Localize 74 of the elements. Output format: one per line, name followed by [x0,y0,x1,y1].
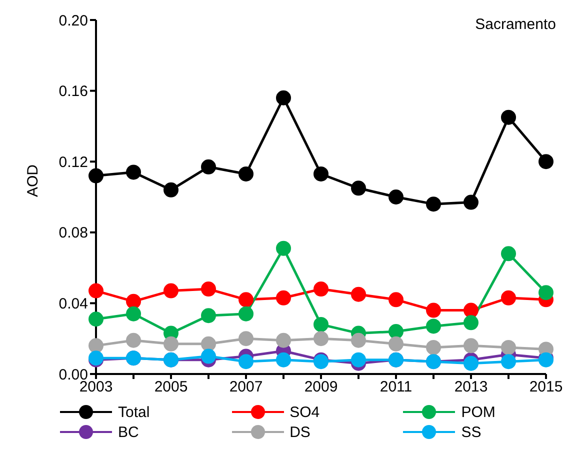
point [201,336,216,352]
chart-title: Sacramento [475,16,556,33]
point [388,190,404,204]
x-tick-label: 2007 [229,378,263,396]
y-tick-label: 0.08 [58,224,88,242]
y-tick-label: 0.16 [58,83,88,100]
point [426,318,441,334]
point [276,352,291,368]
point [501,290,516,306]
point [164,283,178,298]
point [314,316,328,332]
point [238,306,254,322]
point [314,166,328,182]
point [276,332,291,348]
point [426,302,441,318]
point [351,180,366,196]
x-tick-label: 2011 [380,378,412,396]
point [201,348,216,364]
point [388,292,404,308]
x-tick-label: 2013 [454,378,488,396]
point [501,246,516,262]
point [388,324,404,340]
point [426,340,441,355]
legend-label: BC [118,424,139,440]
point [126,332,141,348]
y-axis-title: AOD [24,164,42,197]
legend-label: POM [461,404,496,420]
point [88,283,104,298]
point [201,308,216,324]
point [126,306,141,322]
y-tick-label: 0.20 [58,12,88,30]
legend-label: Total [118,404,150,420]
point [201,282,216,297]
point [238,331,254,346]
point [464,194,478,210]
point [88,338,104,354]
x-tick-label: 2015 [529,378,563,396]
point [538,154,554,170]
y-tick-label: 0.04 [58,296,88,313]
point [426,196,441,212]
x-tick-label: 2003 [79,378,113,396]
point [238,166,254,182]
point [351,352,366,368]
x-tick-label: 2009 [304,378,338,396]
point [126,294,141,309]
x-tick-label: 2005 [154,378,188,396]
point [164,182,178,198]
point [351,286,366,302]
point [538,285,554,300]
legend-label: DS [290,424,310,440]
point [276,240,291,256]
point [126,164,141,180]
point [464,302,478,318]
legend-label: SS [461,424,482,440]
point [501,340,516,355]
point [464,356,478,371]
y-tick-label: 0.12 [58,154,88,171]
point [314,282,328,297]
point [314,331,328,346]
legend-label: SO4 [290,404,320,420]
point [164,336,178,352]
point [351,332,366,348]
point [238,354,254,370]
point [388,336,404,352]
point [88,312,104,327]
point [276,290,291,306]
point [88,168,104,184]
point [501,110,516,125]
point [238,292,254,308]
point [201,159,216,174]
point [276,90,291,106]
point [464,315,478,330]
point [464,338,478,354]
point [501,354,516,370]
